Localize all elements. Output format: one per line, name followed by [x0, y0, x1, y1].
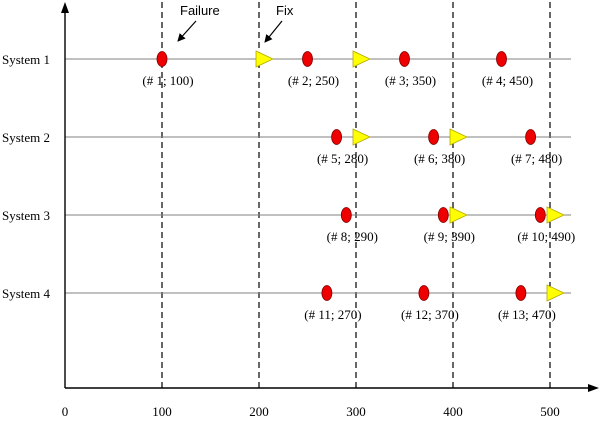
x-axis-tick-labels: 0 100 200 300 400 500	[62, 404, 560, 419]
failure-label: (# 8; 290)	[327, 229, 378, 244]
failure-annotation-label: Failure	[180, 3, 220, 18]
x-tick-label: 400	[443, 404, 463, 419]
system-label: System 2	[2, 130, 50, 145]
fix-marker-icon	[546, 284, 565, 302]
fix-marker-icon	[449, 128, 468, 146]
system-row-1: System 1 (# 1; 100) (# 2; 250) (# 3; 350) (#…	[2, 50, 571, 88]
fix-marker-icon	[352, 128, 371, 146]
failure-label: (# 10; 490)	[517, 229, 575, 244]
failure-label: (# 13; 470)	[498, 307, 556, 322]
system-label: System 4	[2, 286, 51, 301]
fix-marker-icon	[352, 50, 371, 68]
fix-marker-icon	[255, 50, 274, 68]
failure-marker-icon	[525, 129, 536, 145]
failure-marker-icon	[331, 129, 343, 145]
failure-marker-icon	[515, 285, 527, 301]
failure-label: (# 7; 480)	[511, 151, 562, 166]
failure-marker-icon	[418, 285, 430, 301]
x-tick-label: 0	[62, 404, 69, 419]
x-tick-label: 300	[346, 404, 366, 419]
failure-marker-icon	[496, 51, 507, 67]
fix-marker-icon	[449, 206, 468, 224]
x-axis-arrowhead	[588, 384, 599, 392]
failure-marker-icon	[340, 207, 352, 223]
fix-marker-icon	[546, 206, 565, 224]
failure-label: (# 9; 390)	[424, 229, 475, 244]
fix-annotation-arrow	[264, 20, 283, 43]
fix-annotation-label: Fix	[276, 3, 294, 18]
failure-annotation-arrow	[177, 20, 197, 42]
system-label: System 1	[2, 52, 50, 67]
x-tick-label: 500	[540, 404, 560, 419]
failure-label: (# 12; 370)	[401, 307, 459, 322]
system-timelines: System 1 (# 1; 100) (# 2; 250) (# 3; 350) (#…	[2, 50, 575, 322]
failure-label: (# 3; 350)	[385, 73, 436, 88]
failure-marker-icon	[321, 285, 333, 301]
failure-marker-icon	[534, 207, 546, 223]
failure-label: (# 1; 100)	[142, 73, 193, 88]
failure-marker-icon	[156, 51, 168, 67]
system-row-3: System 3 (# 8; 290) (# 9; 390) (# 10; 490)	[2, 206, 575, 244]
failure-label: (# 11; 270)	[304, 307, 361, 322]
system-row-4: System 4 (# 11; 270) (# 12; 370) (# 13; 470…	[2, 284, 571, 322]
fix-time-dashed-lines	[161, 2, 551, 388]
failure-label: (# 6; 380)	[414, 151, 465, 166]
failure-label: (# 4; 450)	[482, 73, 533, 88]
failure-label: (# 5; 280)	[317, 151, 368, 166]
failure-marker-icon	[437, 207, 449, 223]
x-tick-label: 100	[152, 404, 172, 419]
system-label: System 3	[2, 208, 50, 223]
system-row-2: System 2 (# 5; 280) (# 6; 380) (# 7; 480)	[2, 128, 571, 166]
failure-marker-icon	[428, 129, 440, 145]
failure-marker-icon	[302, 51, 313, 67]
x-tick-label: 200	[249, 404, 269, 419]
failure-label: (# 2; 250)	[288, 73, 339, 88]
failure-marker-icon	[399, 51, 410, 67]
y-axis-arrowhead	[61, 2, 69, 13]
